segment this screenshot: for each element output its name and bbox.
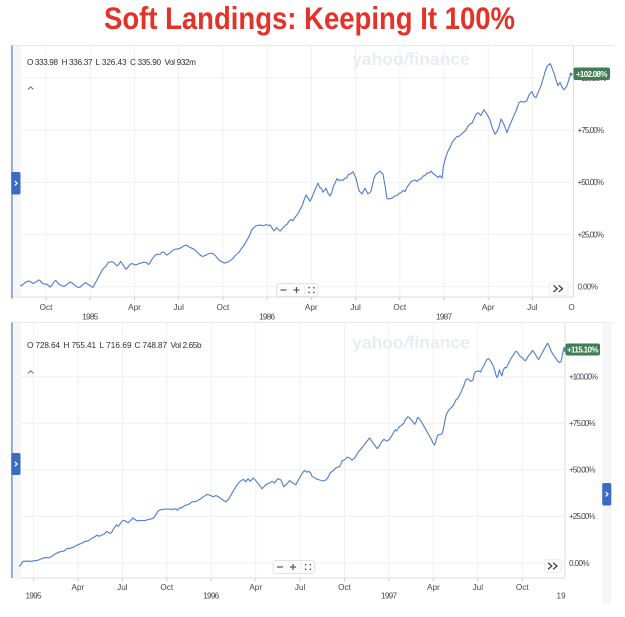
svg-text:+100.00%: +100.00% — [569, 373, 598, 382]
svg-text:Jul: Jul — [350, 303, 361, 312]
svg-text:O 333.98H 336.37L 326.43C 335.: O 333.98 H 336.37 L 326.43 C 335.90 Vol 932m — [27, 58, 196, 67]
svg-text:1995: 1995 — [26, 592, 42, 601]
svg-text:Oct: Oct — [160, 583, 173, 592]
svg-text:Jul: Jul — [473, 583, 484, 592]
svg-text:Apr: Apr — [249, 583, 262, 592]
svg-text:Apr: Apr — [72, 583, 85, 592]
svg-text:Oct: Oct — [40, 303, 53, 312]
svg-text:1996: 1996 — [203, 592, 219, 601]
svg-text:O: O — [568, 303, 574, 312]
svg-text:Apr: Apr — [305, 303, 318, 312]
svg-text:yahoo/finance: yahoo/finance — [352, 333, 470, 353]
svg-text:1987: 1987 — [436, 313, 452, 322]
svg-text:0.00%: 0.00% — [578, 283, 599, 292]
svg-text:Oct: Oct — [338, 583, 351, 592]
svg-text:yahoo/finance: yahoo/finance — [352, 49, 470, 69]
svg-text:Oct: Oct — [516, 583, 529, 592]
svg-text:Jul: Jul — [295, 583, 306, 592]
svg-text:1986: 1986 — [259, 313, 275, 322]
svg-text:Oct: Oct — [217, 303, 230, 312]
svg-text:+102.08%: +102.08% — [576, 70, 608, 79]
svg-text:Jul: Jul — [173, 303, 184, 312]
svg-text:+25.00%: +25.00% — [578, 230, 605, 239]
svg-text:19: 19 — [556, 592, 566, 601]
svg-text:+75.00%: +75.00% — [578, 126, 605, 135]
svg-text:O 728.64H 755.41L 716.69C 748.: O 728.64 H 755.41 L 716.69 C 748.87 Vol 2.65… — [27, 341, 202, 350]
svg-text:+50.00%: +50.00% — [578, 178, 605, 187]
svg-text:0.00%: 0.00% — [569, 559, 590, 568]
svg-text:Apr: Apr — [427, 583, 440, 592]
svg-text:1997: 1997 — [381, 592, 397, 601]
svg-text:+75.00%: +75.00% — [569, 419, 596, 428]
svg-text:Oct: Oct — [393, 303, 406, 312]
svg-text:Apr: Apr — [128, 303, 141, 312]
svg-text:Apr: Apr — [482, 303, 495, 312]
svg-text:+115.10%: +115.10% — [567, 346, 599, 355]
svg-text:1985: 1985 — [82, 313, 98, 322]
svg-text:Jul: Jul — [527, 303, 538, 312]
svg-text:Jul: Jul — [117, 583, 128, 592]
svg-text:+50.00%: +50.00% — [569, 466, 596, 475]
svg-text:+25.00%: +25.00% — [569, 512, 596, 521]
